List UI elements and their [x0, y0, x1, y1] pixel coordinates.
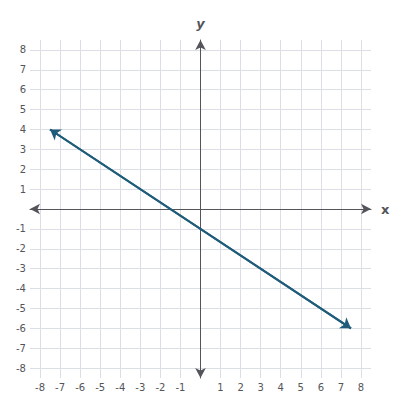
svg-text:-6: -6 [16, 323, 26, 334]
svg-text:-5: -5 [16, 303, 26, 314]
svg-text:-8: -8 [16, 363, 26, 374]
svg-text:2: 2 [20, 164, 26, 175]
svg-text:7: 7 [338, 382, 344, 393]
svg-text:8: 8 [358, 382, 364, 393]
svg-text:-7: -7 [55, 382, 65, 393]
svg-text:2: 2 [237, 382, 243, 393]
svg-text:4: 4 [278, 382, 284, 393]
svg-text:-8: -8 [35, 382, 45, 393]
svg-text:-2: -2 [155, 382, 165, 393]
svg-text:-1: -1 [175, 382, 185, 393]
svg-text:6: 6 [318, 382, 324, 393]
svg-text:-3: -3 [16, 263, 26, 274]
svg-text:1: 1 [217, 382, 223, 393]
svg-text:-2: -2 [16, 243, 26, 254]
svg-text:x: x [381, 202, 390, 217]
svg-text:-7: -7 [16, 343, 26, 354]
svg-text:3: 3 [20, 144, 26, 155]
svg-text:y: y [196, 16, 205, 31]
svg-text:4: 4 [20, 124, 26, 135]
svg-text:8: 8 [20, 44, 26, 55]
svg-text:5: 5 [20, 104, 26, 115]
svg-text:-6: -6 [75, 382, 85, 393]
svg-text:-3: -3 [135, 382, 145, 393]
svg-text:6: 6 [20, 84, 26, 95]
svg-text:7: 7 [20, 64, 26, 75]
svg-text:-4: -4 [16, 283, 26, 294]
svg-text:1: 1 [20, 184, 26, 195]
svg-text:-4: -4 [115, 382, 125, 393]
svg-text:-5: -5 [95, 382, 105, 393]
svg-text:-1: -1 [16, 223, 26, 234]
svg-text:5: 5 [298, 382, 304, 393]
svg-text:3: 3 [257, 382, 263, 393]
